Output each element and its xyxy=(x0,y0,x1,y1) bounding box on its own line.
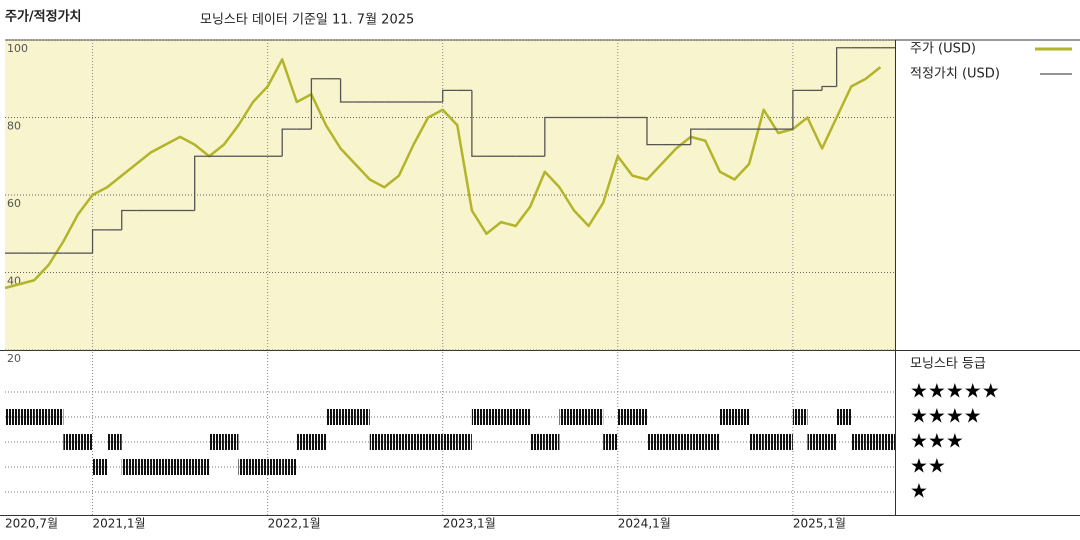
rating-bar xyxy=(778,434,793,450)
rating-bar xyxy=(150,459,166,475)
rating-bar xyxy=(734,409,750,425)
fair-value-step xyxy=(792,89,808,130)
fair-value-step xyxy=(544,116,560,157)
rating-bar xyxy=(77,434,93,450)
rating-bar xyxy=(603,434,618,450)
rating-bar xyxy=(209,434,224,450)
rating-level-label: ★ xyxy=(910,479,928,503)
chart-title: 주가/적정가치 xyxy=(5,9,82,25)
rating-bar xyxy=(515,409,531,425)
rating-bar xyxy=(457,434,472,450)
rating-bar xyxy=(296,434,312,450)
y-tick-label: 100 xyxy=(7,42,28,55)
fair-value-step xyxy=(91,229,108,254)
rating-bar xyxy=(588,409,604,425)
rating-bar xyxy=(136,459,151,475)
rating-bar xyxy=(544,434,560,450)
rating-bar xyxy=(690,434,706,450)
x-tick-label: 2022,1월 xyxy=(268,517,321,531)
rating-bar xyxy=(705,434,720,450)
rating-bar xyxy=(822,434,837,450)
rating-bar xyxy=(48,409,64,425)
legend-label: 적정가치 (USD) xyxy=(910,67,1000,82)
rating-bar xyxy=(267,459,283,475)
rating-bar xyxy=(253,459,268,475)
rating-bar xyxy=(107,434,122,450)
rating-level-label: ★★★ xyxy=(910,429,964,453)
fair-value-step xyxy=(690,128,706,145)
rating-bar xyxy=(865,434,881,450)
y-tick-label: 80 xyxy=(7,120,21,133)
x-tick-label: 2025,1월 xyxy=(793,517,846,531)
legend-label: 주가 (USD) xyxy=(910,42,976,57)
rating-level-label: ★★★★ xyxy=(910,404,982,428)
rating-bar xyxy=(121,459,137,475)
rating-bar xyxy=(63,434,78,450)
fair-value-step xyxy=(471,90,487,157)
x-tick-label: 2020,7월 xyxy=(5,517,58,531)
rating-bar xyxy=(880,434,895,450)
rating-bar xyxy=(574,409,589,425)
chart-subtitle: 모닝스타 데이터 기준일 11. 7월 2025 xyxy=(200,13,414,28)
rating-bar xyxy=(807,434,823,450)
rating-bar xyxy=(676,434,691,450)
rating-bar xyxy=(836,409,852,425)
x-tick-label: 2023,1월 xyxy=(443,517,496,531)
fair-value-step xyxy=(646,117,662,146)
rating-bar xyxy=(719,409,735,425)
rating-bar xyxy=(661,434,677,450)
rating-bar xyxy=(792,409,808,425)
fair-value-step xyxy=(442,89,458,102)
rating-bar xyxy=(355,409,370,425)
rating-level-label: ★★ xyxy=(910,454,946,478)
rating-bar xyxy=(311,434,326,450)
rating-bar xyxy=(19,409,35,425)
rating-bar xyxy=(34,409,49,425)
rating-bar xyxy=(238,459,254,475)
fair-value-step xyxy=(310,78,326,130)
rating-bar xyxy=(646,434,662,450)
rating-title: 모닝스타 등급 xyxy=(910,357,986,372)
rating-bar xyxy=(369,434,385,450)
y-tick-label: 20 xyxy=(7,352,21,365)
fair-value-step xyxy=(281,128,297,157)
fair-value-step xyxy=(339,78,356,103)
rating-bar xyxy=(559,409,575,425)
x-tick-label: 2024,1월 xyxy=(618,517,671,531)
rating-bar xyxy=(763,434,779,450)
rating-bar xyxy=(398,434,414,450)
x-tick-label: 2021,1월 xyxy=(93,517,146,531)
rating-bar xyxy=(617,409,633,425)
rating-bar xyxy=(194,459,210,475)
rating-bar xyxy=(282,459,297,475)
fair-value-step xyxy=(121,209,137,230)
rating-bar xyxy=(851,434,866,450)
rating-bar xyxy=(413,434,429,450)
rating-bar xyxy=(530,434,545,450)
rating-bar xyxy=(223,434,239,450)
rating-bar xyxy=(384,434,399,450)
rating-bar xyxy=(501,409,516,425)
price-line xyxy=(4,58,882,290)
rating-bar xyxy=(749,434,764,450)
fair-value-step xyxy=(821,85,837,91)
fair-value-step xyxy=(194,155,210,211)
rating-bar xyxy=(92,459,108,475)
rating-bar xyxy=(442,434,458,450)
y-tick-label: 60 xyxy=(7,197,21,210)
rating-level-label: ★★★★★ xyxy=(910,379,1000,403)
rating-bar xyxy=(486,409,502,425)
rating-bar xyxy=(340,409,356,425)
rating-bar xyxy=(180,459,195,475)
rating-bar xyxy=(471,409,487,425)
rating-bar xyxy=(428,434,443,450)
rating-bar xyxy=(5,409,20,425)
rating-bar xyxy=(165,459,181,475)
fair-value-step xyxy=(835,47,852,87)
rating-bar xyxy=(325,409,341,425)
rating-bar xyxy=(632,409,647,425)
